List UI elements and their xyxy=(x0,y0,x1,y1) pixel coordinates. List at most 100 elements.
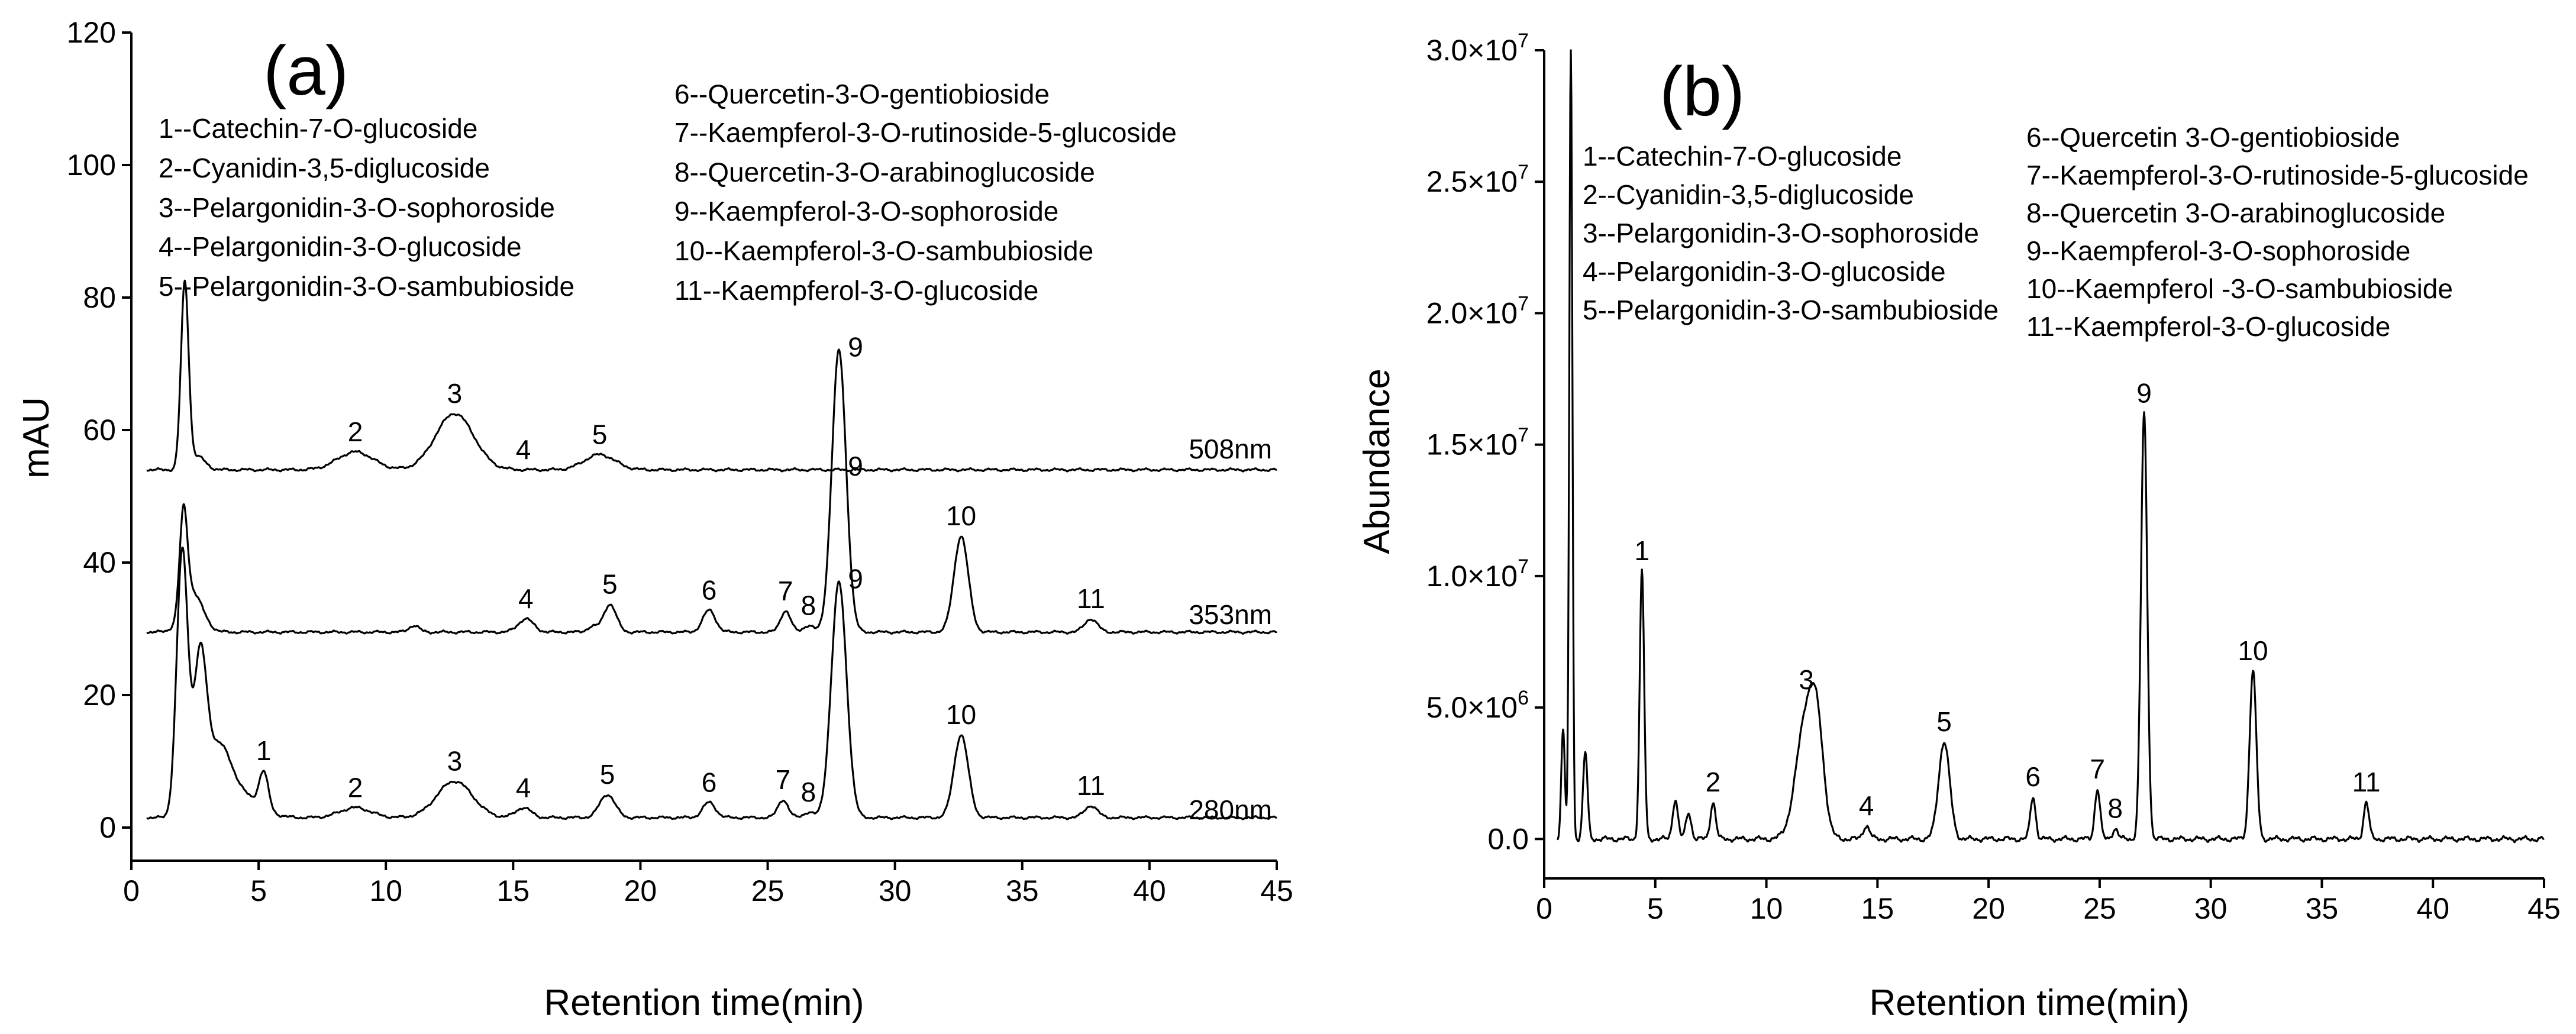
b-x-tick-label: 40 xyxy=(2416,892,2449,925)
trace-508nm xyxy=(146,279,1277,473)
b-x-tick-label: 45 xyxy=(2527,892,2561,925)
panel-b-peak-labels: 1 2 3 4 5 6 78 9 10 11 xyxy=(1634,377,2380,823)
legend-b-item-8: 8--Quercetin 3-O-arabinoglucoside xyxy=(2026,198,2445,228)
legend-b-item-9: 9--Kaempferol-3-O-sophoroside xyxy=(2026,235,2410,266)
peak-label-TIC-9: 9 xyxy=(2136,377,2152,408)
legend-b-item-1: 1--Catechin-7-O-glucoside xyxy=(1583,141,1902,172)
b-x-tick-label: 5 xyxy=(1647,892,1664,925)
peak-label-508nm-5: 5 xyxy=(592,419,608,450)
peak-label-508nm-2: 2 xyxy=(348,416,363,447)
peak-label-TIC-6: 6 xyxy=(2025,761,2041,792)
a-x-tick-label: 45 xyxy=(1260,874,1293,907)
legend-a-item-6: 6--Quercetin-3-O-gentiobioside xyxy=(674,79,1050,109)
panel-b-chart: 0 5 10 15 20 25 30 35 40 450.05.0×1061.0×1071.5×1… xyxy=(1357,30,2561,1023)
a-x-tick-label: 0 xyxy=(123,874,140,907)
peak-label-280nm-2: 2 xyxy=(348,772,363,803)
panel-b-ylabel: Abundance xyxy=(1357,369,1397,554)
legend-a-item-5: 5--Pelargonidin-3-O-sambubioside xyxy=(159,271,574,302)
panel-a-ylabel: mAU xyxy=(16,397,57,479)
peak-label-508nm-9: 9 xyxy=(848,451,863,482)
peak-label-TIC-8: 8 xyxy=(2107,793,2123,824)
b-x-tick-label: 35 xyxy=(2306,892,2339,925)
a-x-tick-label: 5 xyxy=(250,874,267,907)
peak-label-280nm-5: 5 xyxy=(600,759,615,790)
peak-label-280nm-7: 7 xyxy=(776,764,791,795)
legend-a-item-3: 3--Pelargonidin-3-O-sophoroside xyxy=(159,192,555,223)
panel-b-axes: 0 5 10 15 20 25 30 35 40 450.05.0×1061.0×1071.5×1… xyxy=(1426,30,2561,925)
legend-b-item-5: 5--Pelargonidin-3-O-sambubioside xyxy=(1583,295,1999,325)
peak-label-TIC-1: 1 xyxy=(1634,535,1649,566)
series-label-353nm: 353nm xyxy=(1189,599,1272,630)
panel-a-label: (a) xyxy=(263,32,348,110)
b-x-tick-label: 15 xyxy=(1861,892,1894,925)
peak-label-353nm-6: 6 xyxy=(702,575,717,606)
legend-b-item-6: 6--Quercetin 3-O-gentiobioside xyxy=(2026,122,2400,153)
legend-a-item-9: 9--Kaempferol-3-O-sophoroside xyxy=(674,196,1058,227)
peak-label-TIC-3: 3 xyxy=(1799,664,1814,695)
peak-label-TIC-2: 2 xyxy=(1706,767,1721,797)
a-y-tick-label: 40 xyxy=(83,546,116,579)
a-x-tick-label: 30 xyxy=(879,874,912,907)
peak-label-280nm-9: 9 xyxy=(848,564,863,594)
b-y-tick-label: 1.0×107 xyxy=(1426,555,1529,593)
panel-a-traces xyxy=(146,279,1277,820)
a-y-tick-label: 60 xyxy=(83,413,116,447)
peak-label-TIC-7: 7 xyxy=(2090,754,2105,784)
peak-label-TIC-11: 11 xyxy=(2352,767,2381,797)
legend-b-item-4: 4--Pelargonidin-3-O-glucoside xyxy=(1583,256,1946,287)
b-x-tick-label: 30 xyxy=(2194,892,2228,925)
peak-label-353nm-5: 5 xyxy=(602,569,618,600)
peak-label-353nm-7: 7 xyxy=(778,576,793,606)
peak-label-280nm-10: 10 xyxy=(946,699,976,730)
panel-b-legend: 1--Catechin-7-O-glucoside 2--Cyanidin-3,… xyxy=(1583,122,2529,342)
a-y-tick-label: 100 xyxy=(67,148,116,182)
a-y-tick-label: 20 xyxy=(83,678,116,712)
peak-label-280nm-8: 8 xyxy=(801,777,816,807)
b-x-tick-label: 10 xyxy=(1750,892,1783,925)
peak-label-353nm-11: 11 xyxy=(1077,583,1105,614)
legend-a-item-1: 1--Catechin-7-O-glucoside xyxy=(159,113,477,144)
a-x-tick-label: 35 xyxy=(1006,874,1039,907)
peak-label-280nm-6: 6 xyxy=(702,767,717,797)
peak-label-280nm-1: 1 xyxy=(256,735,272,766)
legend-a-item-10: 10--Kaempferol-3-O-sambubioside xyxy=(674,235,1093,266)
trace-353nm xyxy=(146,348,1277,635)
peak-label-TIC-10: 10 xyxy=(2238,635,2268,666)
peak-label-508nm-3: 3 xyxy=(447,378,463,409)
peak-label-353nm-8: 8 xyxy=(801,590,816,621)
panel-a-legend: 1--Catechin-7-O-glucoside 2--Cyanidin-3,… xyxy=(159,79,1177,306)
b-y-tick-label: 1.5×107 xyxy=(1426,424,1529,461)
legend-a-item-7: 7--Kaempferol-3-O-rutinoside-5-glucoside xyxy=(674,117,1177,148)
peak-label-280nm-11: 11 xyxy=(1077,770,1105,801)
legend-b-item-11: 11--Kaempferol-3-O-glucoside xyxy=(2026,311,2390,342)
legend-a-item-11: 11--Kaempferol-3-O-glucoside xyxy=(674,275,1038,306)
b-y-tick-label: 2.0×107 xyxy=(1426,292,1529,329)
peak-label-508nm-4: 4 xyxy=(516,434,531,465)
legend-b-item-10: 10--Kaempferol -3-O-sambubioside xyxy=(2026,273,2453,304)
b-y-tick-label: 5.0×106 xyxy=(1426,687,1529,724)
peak-label-353nm-10: 10 xyxy=(946,500,976,531)
b-y-tick-label: 0.0 xyxy=(1487,822,1529,855)
peak-label-353nm-9: 9 xyxy=(848,332,863,363)
series-label-508nm: 508nm xyxy=(1189,434,1272,464)
a-y-tick-label: 80 xyxy=(83,281,116,314)
b-y-tick-label: 2.5×107 xyxy=(1426,161,1529,198)
legend-a-item-8: 8--Quercetin-3-O-arabinoglucoside xyxy=(674,157,1095,188)
legend-a-item-2: 2--Cyanidin-3,5-diglucoside xyxy=(159,153,490,183)
peak-label-280nm-4: 4 xyxy=(516,772,531,803)
legend-b-item-2: 2--Cyanidin-3,5-diglucoside xyxy=(1583,179,1914,210)
a-x-tick-label: 15 xyxy=(497,874,530,907)
b-y-tick-label: 3.0×107 xyxy=(1426,30,1529,67)
b-x-tick-label: 20 xyxy=(1972,892,2005,925)
peak-label-280nm-3: 3 xyxy=(447,746,463,777)
trace-280nm xyxy=(146,547,1277,820)
series-label-280nm: 280nm xyxy=(1189,794,1272,825)
b-x-tick-label: 25 xyxy=(2083,892,2116,925)
panel-b-label: (b) xyxy=(1660,53,1745,131)
a-y-tick-label: 120 xyxy=(67,16,116,49)
peak-label-TIC-5: 5 xyxy=(1936,706,1952,737)
a-x-tick-label: 10 xyxy=(369,874,402,907)
legend-b-item-7: 7--Kaempferol-3-O-rutinoside-5-glucoside xyxy=(2026,160,2529,190)
